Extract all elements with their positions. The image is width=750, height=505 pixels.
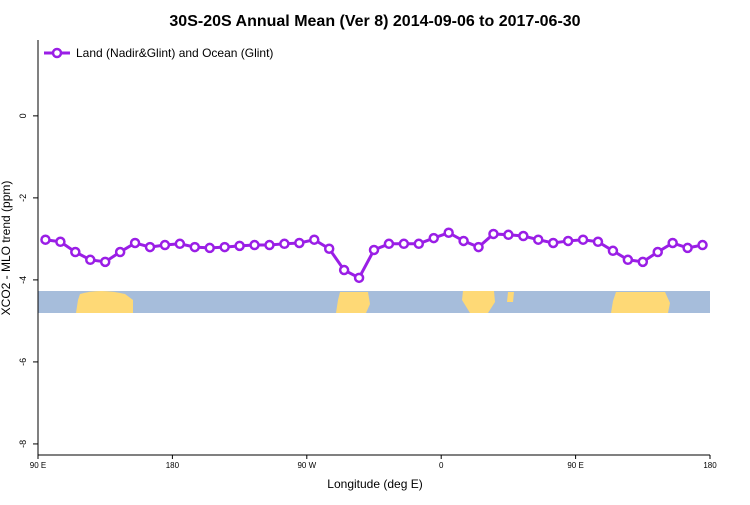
point xyxy=(40,234,51,245)
x-tick-label: 0 xyxy=(439,461,444,470)
y-tick-label: -2 xyxy=(18,194,28,202)
point xyxy=(129,237,141,249)
point xyxy=(99,256,111,268)
x-tick-label: 180 xyxy=(166,461,180,470)
chart-title: 30S-20S Annual Mean (Ver 8) 2014-09-06 t… xyxy=(169,13,580,30)
point xyxy=(518,230,529,242)
point xyxy=(279,238,290,250)
y-axis-title: XCO2 - MLO trend (ppm) xyxy=(0,181,13,316)
point xyxy=(667,237,678,249)
point xyxy=(533,234,544,245)
point xyxy=(114,246,126,258)
point xyxy=(234,240,245,252)
x-tick-label: 90 W xyxy=(297,461,316,470)
point xyxy=(607,245,619,257)
point xyxy=(398,238,410,250)
point xyxy=(682,242,693,254)
point xyxy=(85,254,96,266)
map-strip xyxy=(38,291,710,313)
point xyxy=(70,246,81,258)
point xyxy=(338,264,350,276)
point xyxy=(55,236,66,248)
point xyxy=(323,243,335,254)
point xyxy=(503,229,514,241)
point xyxy=(458,235,469,247)
point xyxy=(219,241,230,253)
point xyxy=(577,234,589,245)
point xyxy=(368,244,380,256)
point xyxy=(353,272,365,284)
point xyxy=(443,227,454,238)
series-line xyxy=(45,231,703,280)
legend-marker xyxy=(51,47,63,59)
point xyxy=(697,239,708,251)
point xyxy=(383,238,395,250)
point xyxy=(428,232,439,244)
legend: Land (Nadir&Glint) and Ocean (Glint) xyxy=(44,46,273,60)
point xyxy=(204,242,215,254)
point xyxy=(413,238,425,250)
point xyxy=(622,254,634,266)
y-tick-label: -8 xyxy=(18,440,28,448)
point xyxy=(592,236,604,248)
point xyxy=(264,239,275,251)
point xyxy=(144,241,156,253)
y-tick-label: 0 xyxy=(18,113,28,118)
point xyxy=(249,239,260,251)
point xyxy=(309,234,320,245)
x-tick-label: 90 E xyxy=(567,461,583,470)
y-tick-label: -4 xyxy=(18,276,28,284)
point xyxy=(562,235,574,247)
point xyxy=(174,238,186,250)
point xyxy=(294,237,305,249)
point xyxy=(547,237,559,249)
point xyxy=(652,246,663,258)
legend-label: Land (Nadir&Glint) and Ocean (Glint) xyxy=(76,46,273,60)
point xyxy=(159,239,171,251)
x-tick-label: 90 E xyxy=(30,461,46,470)
point xyxy=(637,256,649,268)
point xyxy=(488,228,499,240)
x-axis-title: Longitude (deg E) xyxy=(327,477,422,491)
point xyxy=(473,241,484,253)
point xyxy=(189,241,201,253)
y-tick-label: -6 xyxy=(18,358,28,366)
x-tick-label: 180 xyxy=(703,461,717,470)
